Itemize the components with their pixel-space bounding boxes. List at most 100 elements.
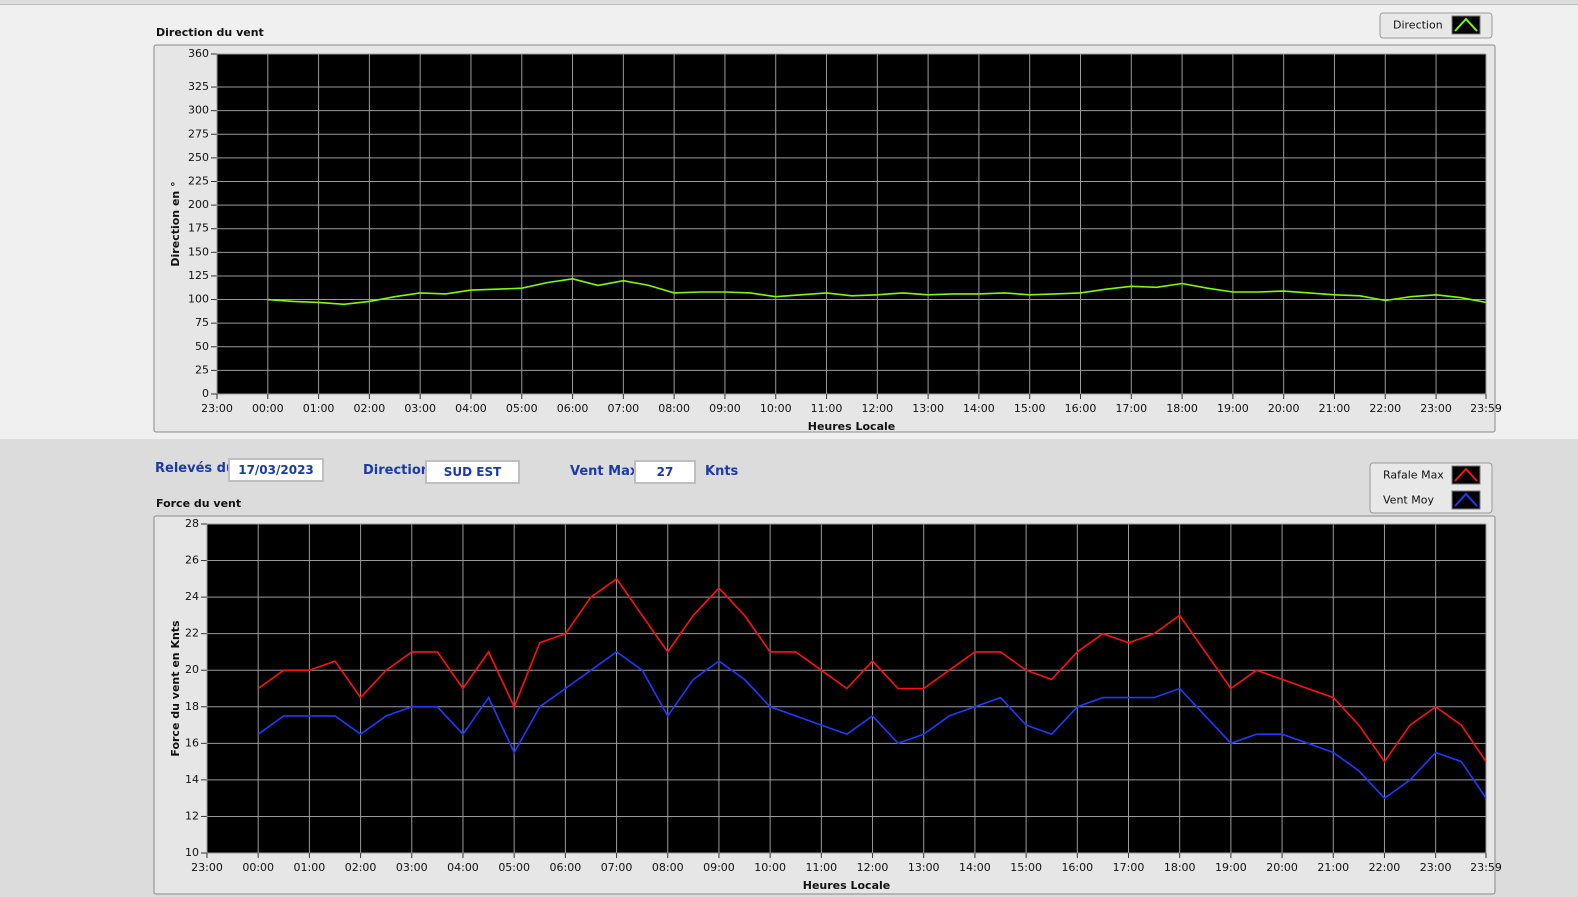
x-tick-label: 21:00 <box>1319 402 1351 415</box>
x-tick-label: 03:00 <box>404 402 436 415</box>
x-tick-label: 14:00 <box>959 861 991 874</box>
y-tick-label: 150 <box>188 245 209 258</box>
x-tick-label: 07:00 <box>607 402 639 415</box>
x-tick-label: 22:00 <box>1369 861 1401 874</box>
x-tick-label: 08:00 <box>652 861 684 874</box>
date-label: Relevés du <box>155 461 236 476</box>
unit-label: Knts <box>705 464 739 479</box>
x-tick-label: 23:59 <box>1470 402 1502 415</box>
x-tick-label: 10:00 <box>754 861 786 874</box>
legend-swatch-line <box>1454 17 1478 32</box>
x-tick-label: 09:00 <box>703 861 735 874</box>
x-tick-label: 16:00 <box>1061 861 1093 874</box>
x-tick-label: 04:00 <box>447 861 479 874</box>
x-tick-label: 03:00 <box>396 861 428 874</box>
y-tick-label: 25 <box>195 363 209 376</box>
x-tick-label: 12:00 <box>861 402 893 415</box>
y-tick-label: 18 <box>185 700 199 713</box>
x-tick-label: 21:00 <box>1317 861 1349 874</box>
series-line <box>257 577 1487 763</box>
x-tick-label: 23:00 <box>191 861 223 874</box>
x-tick-label: 00:00 <box>252 402 284 415</box>
x-tick-label: 23:00 <box>1420 861 1452 874</box>
y-tick-label: 325 <box>188 80 209 93</box>
x-tick-label: 01:00 <box>294 861 326 874</box>
x-tick-label: 19:00 <box>1217 402 1249 415</box>
x-tick-label: 17:00 <box>1115 402 1147 415</box>
y-tick-label: 200 <box>188 198 209 211</box>
legend-swatch <box>1451 490 1481 510</box>
y-axis-label: Direction en ° <box>169 181 182 266</box>
x-tick-label: 08:00 <box>658 402 690 415</box>
x-tick-label: 12:00 <box>857 861 889 874</box>
y-tick-label: 10 <box>185 846 199 859</box>
y-tick-label: 75 <box>195 316 209 329</box>
x-tick-label: 13:00 <box>908 861 940 874</box>
x-tick-label: 09:00 <box>709 402 741 415</box>
x-tick-label: 11:00 <box>811 402 843 415</box>
x-tick-label: 01:00 <box>303 402 335 415</box>
y-tick-label: 50 <box>195 340 209 353</box>
x-tick-label: 02:00 <box>345 861 377 874</box>
x-tick-label: 23:00 <box>201 402 233 415</box>
legend-label: Vent Moy <box>1383 494 1434 507</box>
legend-swatch-line <box>1454 467 1478 482</box>
y-tick-label: 300 <box>188 104 209 117</box>
y-tick-label: 14 <box>185 773 199 786</box>
x-tick-label: 06:00 <box>550 861 582 874</box>
vent-max-label: Vent Max <box>570 464 639 479</box>
y-tick-label: 100 <box>188 293 209 306</box>
x-tick-label: 18:00 <box>1166 402 1198 415</box>
x-tick-label: 20:00 <box>1268 402 1300 415</box>
y-tick-label: 175 <box>188 222 209 235</box>
y-axis-label: Force du vent en Knts <box>169 620 182 757</box>
y-tick-label: 28 <box>185 517 199 530</box>
y-tick-label: 275 <box>188 127 209 140</box>
x-tick-label: 16:00 <box>1065 402 1097 415</box>
y-tick-label: 12 <box>185 809 199 822</box>
chart-title: Force du vent <box>156 497 241 510</box>
x-tick-label: 04:00 <box>455 402 487 415</box>
y-tick-label: 20 <box>185 663 199 676</box>
plot-area <box>217 54 1486 394</box>
y-tick-label: 360 <box>188 47 209 60</box>
y-tick-label: 24 <box>185 590 199 603</box>
y-tick-label: 22 <box>185 627 199 640</box>
x-tick-label: 22:00 <box>1369 402 1401 415</box>
y-tick-label: 225 <box>188 175 209 188</box>
x-tick-label: 19:00 <box>1215 861 1247 874</box>
x-tick-label: 14:00 <box>963 402 995 415</box>
x-tick-label: 05:00 <box>498 861 530 874</box>
legend-swatch <box>1451 465 1481 485</box>
x-tick-label: 20:00 <box>1266 861 1298 874</box>
legend-label: Rafale Max <box>1383 469 1444 482</box>
y-tick-label: 125 <box>188 269 209 282</box>
x-tick-label: 07:00 <box>601 861 633 874</box>
x-tick-label: 15:00 <box>1010 861 1042 874</box>
series-line <box>257 650 1487 800</box>
x-tick-label: 02:00 <box>354 402 386 415</box>
y-tick-label: 16 <box>185 736 199 749</box>
direction-label: Direction <box>363 463 431 478</box>
y-tick-label: 26 <box>185 554 199 567</box>
direction-field[interactable]: SUD EST <box>425 460 520 484</box>
chart-title: Direction du vent <box>156 26 264 39</box>
x-tick-label: 10:00 <box>760 402 792 415</box>
y-tick-label: 250 <box>188 151 209 164</box>
x-tick-label: 11:00 <box>805 861 837 874</box>
legend-swatch <box>1451 15 1481 35</box>
x-tick-label: 05:00 <box>506 402 538 415</box>
legend-swatch-line <box>1454 492 1478 507</box>
x-tick-label: 06:00 <box>557 402 589 415</box>
vent-max-field[interactable]: 27 <box>634 460 696 484</box>
x-tick-label: 15:00 <box>1014 402 1046 415</box>
y-tick-label: 0 <box>202 387 209 400</box>
legend-label: Direction <box>1393 19 1443 32</box>
x-tick-label: 00:00 <box>242 861 274 874</box>
x-tick-label: 17:00 <box>1113 861 1145 874</box>
x-tick-label: 23:00 <box>1420 402 1452 415</box>
x-tick-label: 18:00 <box>1164 861 1196 874</box>
date-field[interactable]: 17/03/2023 <box>228 458 324 482</box>
